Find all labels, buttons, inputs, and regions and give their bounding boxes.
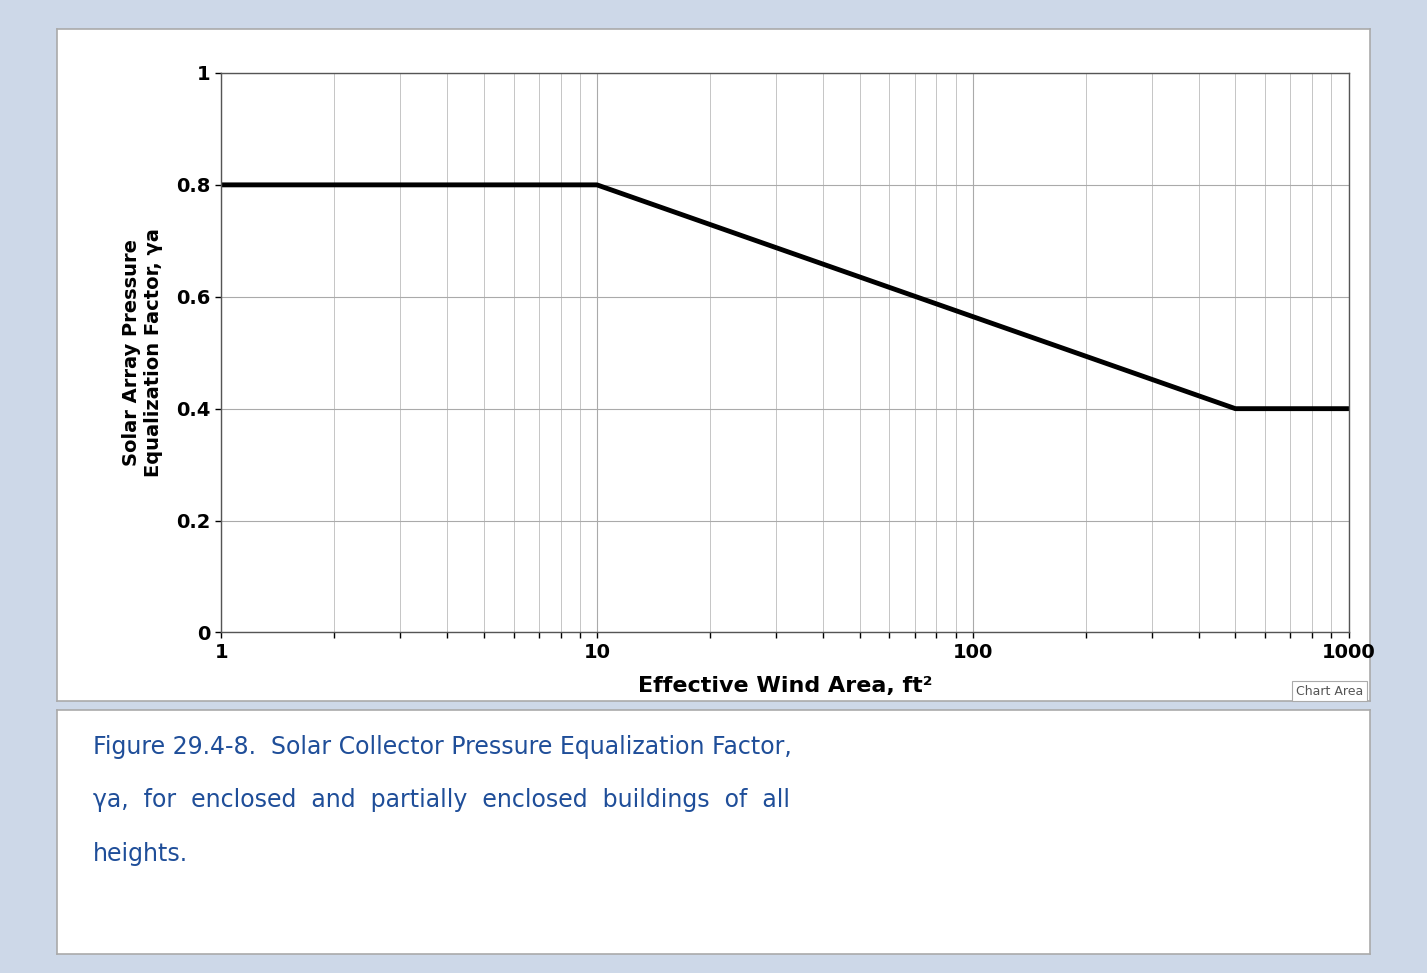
Text: Chart Area: Chart Area [1296,685,1363,698]
Y-axis label: Solar Array Pressure
Equalization Factor, γa: Solar Array Pressure Equalization Factor… [121,229,163,477]
Text: Figure 29.4-8.  Solar Collector Pressure Equalization Factor,: Figure 29.4-8. Solar Collector Pressure … [93,735,792,759]
Text: heights.: heights. [93,842,188,866]
X-axis label: Effective Wind Area, ft²: Effective Wind Area, ft² [638,676,932,696]
Text: γa,  for  enclosed  and  partially  enclosed  buildings  of  all: γa, for enclosed and partially enclosed … [93,788,789,812]
